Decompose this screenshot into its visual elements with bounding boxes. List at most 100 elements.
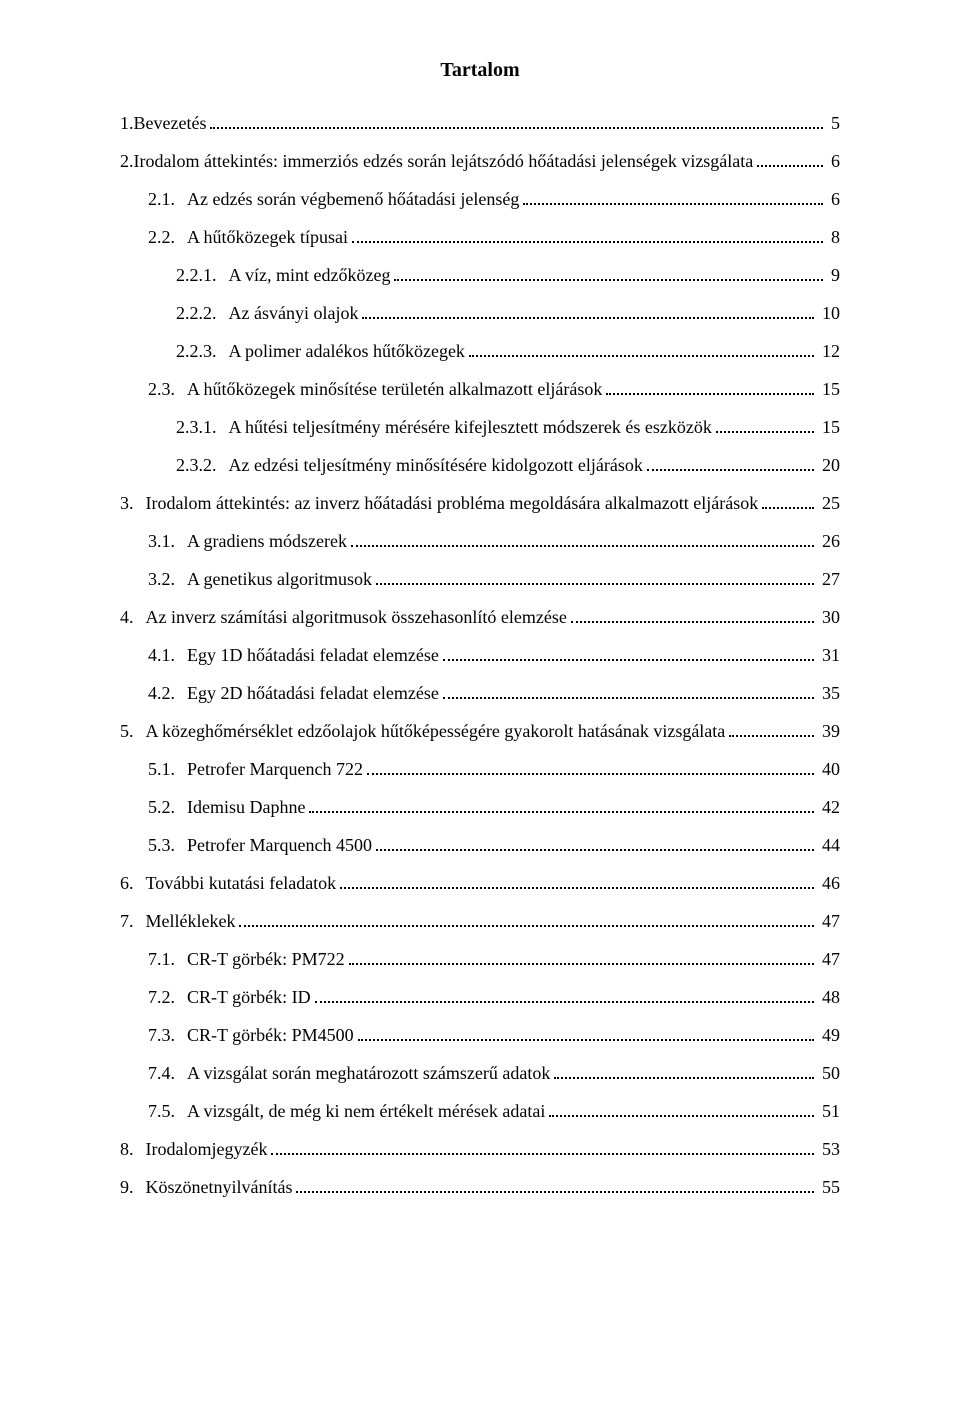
- toc-entry-text: Petrofer Marquench 4500: [187, 836, 372, 854]
- toc-entry: 3.2.A genetikus algoritmusok 27: [120, 570, 840, 588]
- toc-leader-dots: [210, 127, 823, 129]
- toc-entry-number: 4.2.: [148, 684, 187, 702]
- toc-entry-number: 9.: [120, 1178, 146, 1196]
- toc-entry-text: Egy 2D hőátadási feladat elemzése: [187, 684, 439, 702]
- toc-leader-dots: [362, 317, 814, 319]
- toc-entry-text: A vizsgálat során meghatározott számszer…: [187, 1064, 550, 1082]
- toc-entry: 5.3.Petrofer Marquench 450044: [120, 836, 840, 854]
- toc-entry: 7.Melléklekek47: [120, 912, 840, 930]
- toc-entry: 2.Irodalom áttekintés: immerziós edzés s…: [120, 152, 840, 170]
- toc-leader-dots: [757, 165, 823, 167]
- toc-leader-dots: [376, 849, 814, 851]
- toc-leader-dots: [394, 279, 823, 281]
- toc-entry-number: 7.4.: [148, 1064, 187, 1082]
- toc-entry-page: 44: [818, 836, 840, 854]
- toc-entry: 2.2.2.Az ásványi olajok10: [120, 304, 840, 322]
- toc-entry-text: Irodalomjegyzék: [146, 1140, 268, 1158]
- toc-entry-number: 2.3.2.: [176, 456, 229, 474]
- toc-entry-text: CR-T görbék: PM4500: [187, 1026, 354, 1044]
- toc-entry: 2.2.3.A polimer adalékos hűtőközegek12: [120, 342, 840, 360]
- toc-entry-number: 5.: [120, 722, 146, 740]
- toc-leader-dots: [716, 431, 814, 433]
- toc-entry-page: 47: [818, 950, 840, 968]
- toc-entry: 9.Köszönetnyilvánítás 55: [120, 1178, 840, 1196]
- toc-leader-dots: [340, 887, 814, 889]
- toc-entry-page: 26: [818, 532, 840, 550]
- toc-entry-page: 15: [818, 418, 840, 436]
- toc-entry: 7.5.A vizsgált, de még ki nem értékelt m…: [120, 1102, 840, 1120]
- toc-entry: 2.3.A hűtőközegek minősítése területén a…: [120, 380, 840, 398]
- toc-entry-number: 1.: [120, 114, 134, 132]
- toc-entry-text: Az edzési teljesítmény minősítésére kido…: [229, 456, 643, 474]
- toc-entry-number: 5.2.: [148, 798, 187, 816]
- toc-entry-text: Köszönetnyilvánítás: [146, 1178, 293, 1196]
- toc-entry: 7.3.CR-T görbék: PM450049: [120, 1026, 840, 1044]
- toc-entry: 3.Irodalom áttekintés: az inverz hőátadá…: [120, 494, 840, 512]
- toc-entry-number: 3.2.: [148, 570, 187, 588]
- toc-entry-text: A víz, mint edzőközeg: [229, 266, 391, 284]
- toc-entry-page: 6: [827, 152, 840, 170]
- toc-entry-page: 31: [818, 646, 840, 664]
- toc-entry-number: 4.: [120, 608, 146, 626]
- toc-entry-page: 48: [818, 988, 840, 1006]
- toc-entry-page: 40: [818, 760, 840, 778]
- toc-entry: 5.A közeghőmérséklet edzőolajok hűtőképe…: [120, 722, 840, 740]
- toc-entry: 8.Irodalomjegyzék53: [120, 1140, 840, 1158]
- toc-entry-page: 27: [818, 570, 840, 588]
- toc-entry-text: Egy 1D hőátadási feladat elemzése: [187, 646, 439, 664]
- toc-entry-number: 7.3.: [148, 1026, 187, 1044]
- toc-entry-page: 46: [818, 874, 840, 892]
- toc-entry-text: A hűtési teljesítmény mérésére kifejlesz…: [229, 418, 712, 436]
- toc-entry-text: A genetikus algoritmusok: [187, 570, 372, 588]
- toc-entry-text: Az inverz számítási algoritmusok összeha…: [146, 608, 567, 626]
- toc-entry-number: 2.1.: [148, 190, 187, 208]
- toc-entry-number: 4.1.: [148, 646, 187, 664]
- toc-entry-text: A gradiens módszerek: [187, 532, 347, 550]
- toc-entry: 4.2.Egy 2D hőátadási feladat elemzése35: [120, 684, 840, 702]
- toc-entry: 4.1.Egy 1D hőátadási feladat elemzése 31: [120, 646, 840, 664]
- toc-leader-dots: [443, 659, 814, 661]
- toc-leader-dots: [309, 811, 814, 813]
- toc-leader-dots: [271, 1153, 814, 1155]
- toc-entry-page: 50: [818, 1064, 840, 1082]
- toc-entry-page: 30: [818, 608, 840, 626]
- toc-entry-text: CR-T görbék: PM722: [187, 950, 345, 968]
- toc-entry-page: 42: [818, 798, 840, 816]
- toc-entry-page: 25: [818, 494, 840, 512]
- toc-entry-page: 15: [818, 380, 840, 398]
- toc-leader-dots: [523, 203, 823, 205]
- toc-entry-number: 2.3.1.: [176, 418, 229, 436]
- toc-entry-text: A közeghőmérséklet edzőolajok hűtőképess…: [146, 722, 726, 740]
- toc-entry-text: Melléklekek: [146, 912, 236, 930]
- toc-entry-number: 3.: [120, 494, 146, 512]
- toc-entry: 2.1.Az edzés során végbemenő hőátadási j…: [120, 190, 840, 208]
- toc-entry: 1.Bevezetés5: [120, 114, 840, 132]
- toc-entry: 2.2.1.A víz, mint edzőközeg9: [120, 266, 840, 284]
- toc-entry-page: 10: [818, 304, 840, 322]
- toc-entry: 5.1.Petrofer Marquench 72240: [120, 760, 840, 778]
- toc-entry-number: 7.2.: [148, 988, 187, 1006]
- toc-page: Tartalom 1.Bevezetés52.Irodalom áttekint…: [0, 0, 960, 1418]
- toc-leader-dots: [469, 355, 814, 357]
- toc-leader-dots: [352, 241, 823, 243]
- toc-entry-text: Petrofer Marquench 722: [187, 760, 363, 778]
- toc-entry: 7.1.CR-T görbék: PM72247: [120, 950, 840, 968]
- toc-entry-page: 12: [818, 342, 840, 360]
- toc-entry-number: 2.2.3.: [176, 342, 229, 360]
- toc-leader-dots: [296, 1191, 814, 1193]
- toc-entry-number: 2.2.1.: [176, 266, 229, 284]
- toc-entry-text: A hűtőközegek minősítése területén alkal…: [187, 380, 602, 398]
- toc-leader-dots: [315, 1001, 814, 1003]
- toc-entry: 7.4.A vizsgálat során meghatározott szám…: [120, 1064, 840, 1082]
- toc-entry-number: 3.1.: [148, 532, 187, 550]
- toc-entry-text: CR-T görbék: ID: [187, 988, 311, 1006]
- toc-leader-dots: [762, 507, 814, 509]
- toc-leader-dots: [239, 925, 814, 927]
- toc-entry-number: 8.: [120, 1140, 146, 1158]
- toc-leader-dots: [349, 963, 814, 965]
- toc-leader-dots: [647, 469, 814, 471]
- toc-entry-text: Irodalom áttekintés: immerziós edzés sor…: [134, 152, 754, 170]
- toc-entry-page: 55: [818, 1178, 840, 1196]
- toc-entry-page: 6: [827, 190, 840, 208]
- toc-entry-page: 20: [818, 456, 840, 474]
